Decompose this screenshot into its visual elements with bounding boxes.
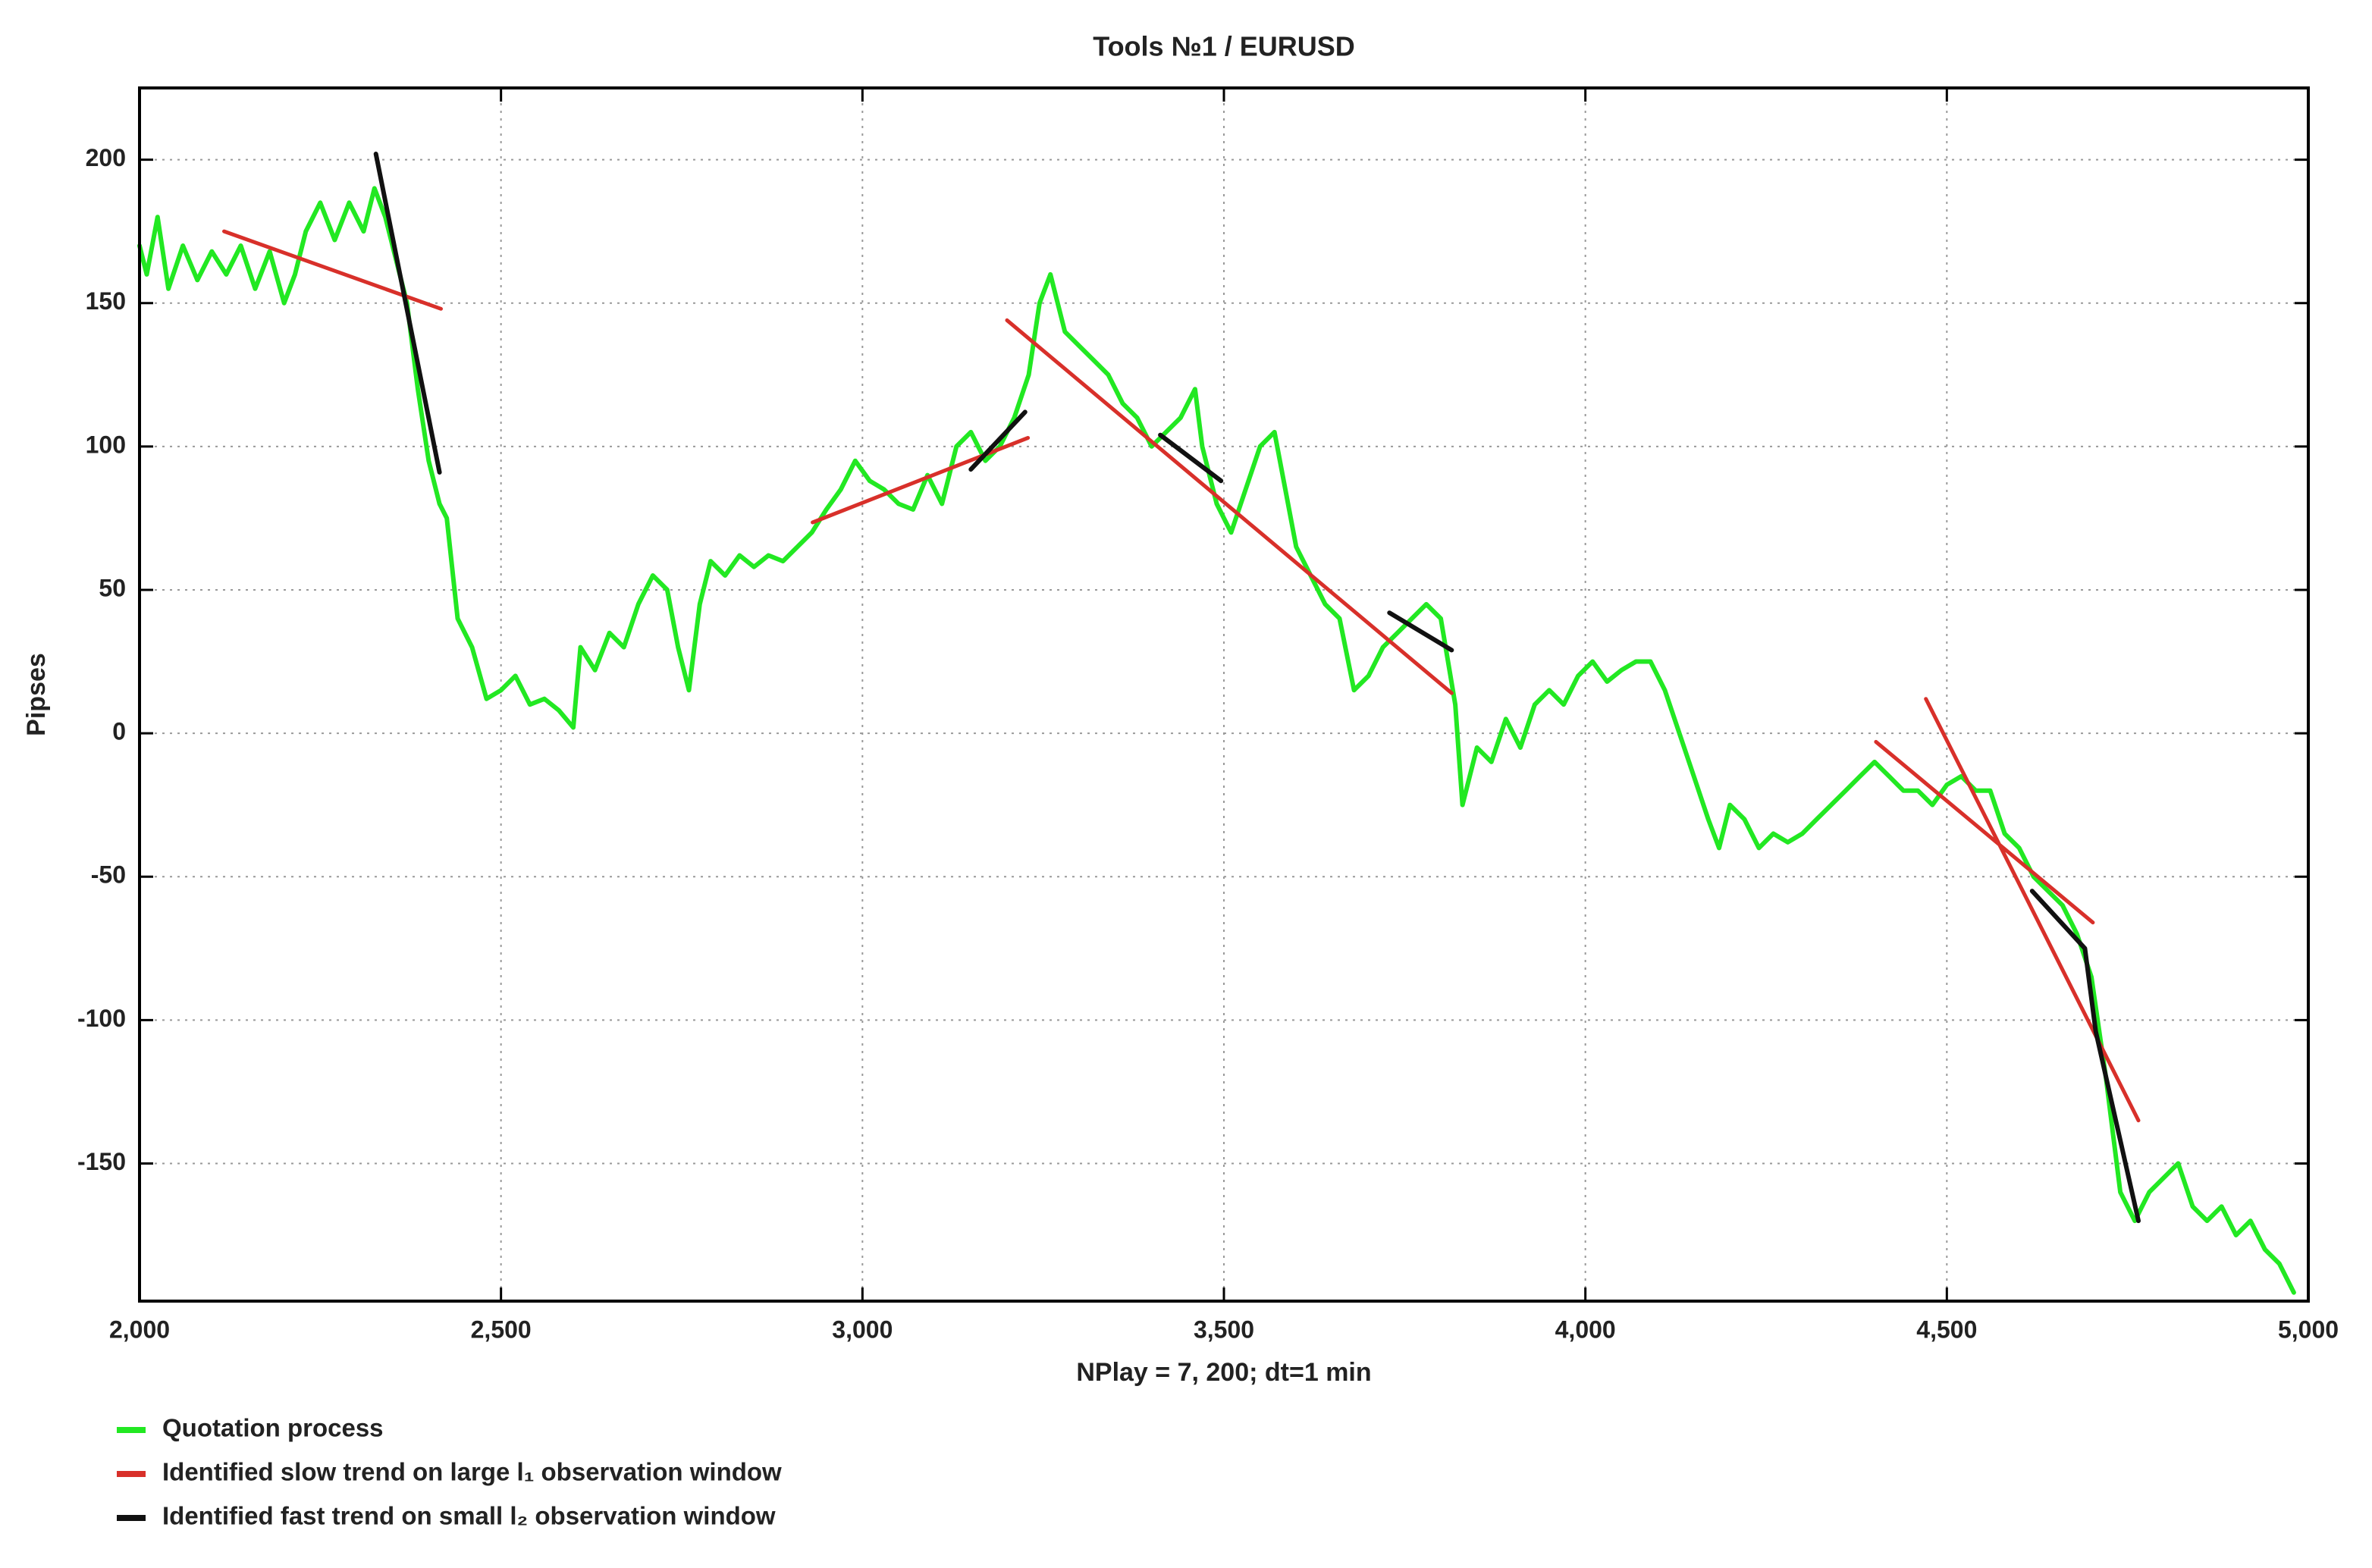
series-line <box>373 152 2141 1224</box>
series-line <box>137 186 2296 1295</box>
x-tick-label: 3,500 <box>1194 1316 1254 1343</box>
x-axis-label: NPlay = 7, 200; dt=1 min <box>1076 1358 1371 1387</box>
y-tick-label: -50 <box>91 861 126 889</box>
chart-title: Tools №1 / EURUSD <box>1093 31 1355 62</box>
y-tick-label: 150 <box>86 287 126 315</box>
x-tick-label: 4,000 <box>1555 1316 1616 1343</box>
y-axis-label: Pipses <box>22 653 51 736</box>
x-tick-label: 2,000 <box>109 1316 170 1343</box>
legend-label: Quotation process <box>162 1414 384 1442</box>
x-tick-label: 3,000 <box>832 1316 893 1343</box>
y-tick-label: 0 <box>112 718 126 745</box>
y-tick-label: 50 <box>99 574 126 601</box>
y-tick-label: 200 <box>86 144 126 171</box>
legend-label: Identified slow trend on large l₁ observ… <box>162 1458 782 1486</box>
legend-label: Identified fast trend on small l₂ observ… <box>162 1502 776 1530</box>
x-tick-label: 5,000 <box>2278 1316 2339 1343</box>
series-line <box>222 229 2141 1123</box>
x-tick-label: 4,500 <box>1916 1316 1977 1343</box>
y-tick-label: -100 <box>77 1005 126 1032</box>
x-tick-label: 2,500 <box>471 1316 532 1343</box>
plot-frame <box>138 86 2310 1303</box>
y-tick-label: 100 <box>86 431 126 458</box>
y-tick-label: -150 <box>77 1148 126 1175</box>
